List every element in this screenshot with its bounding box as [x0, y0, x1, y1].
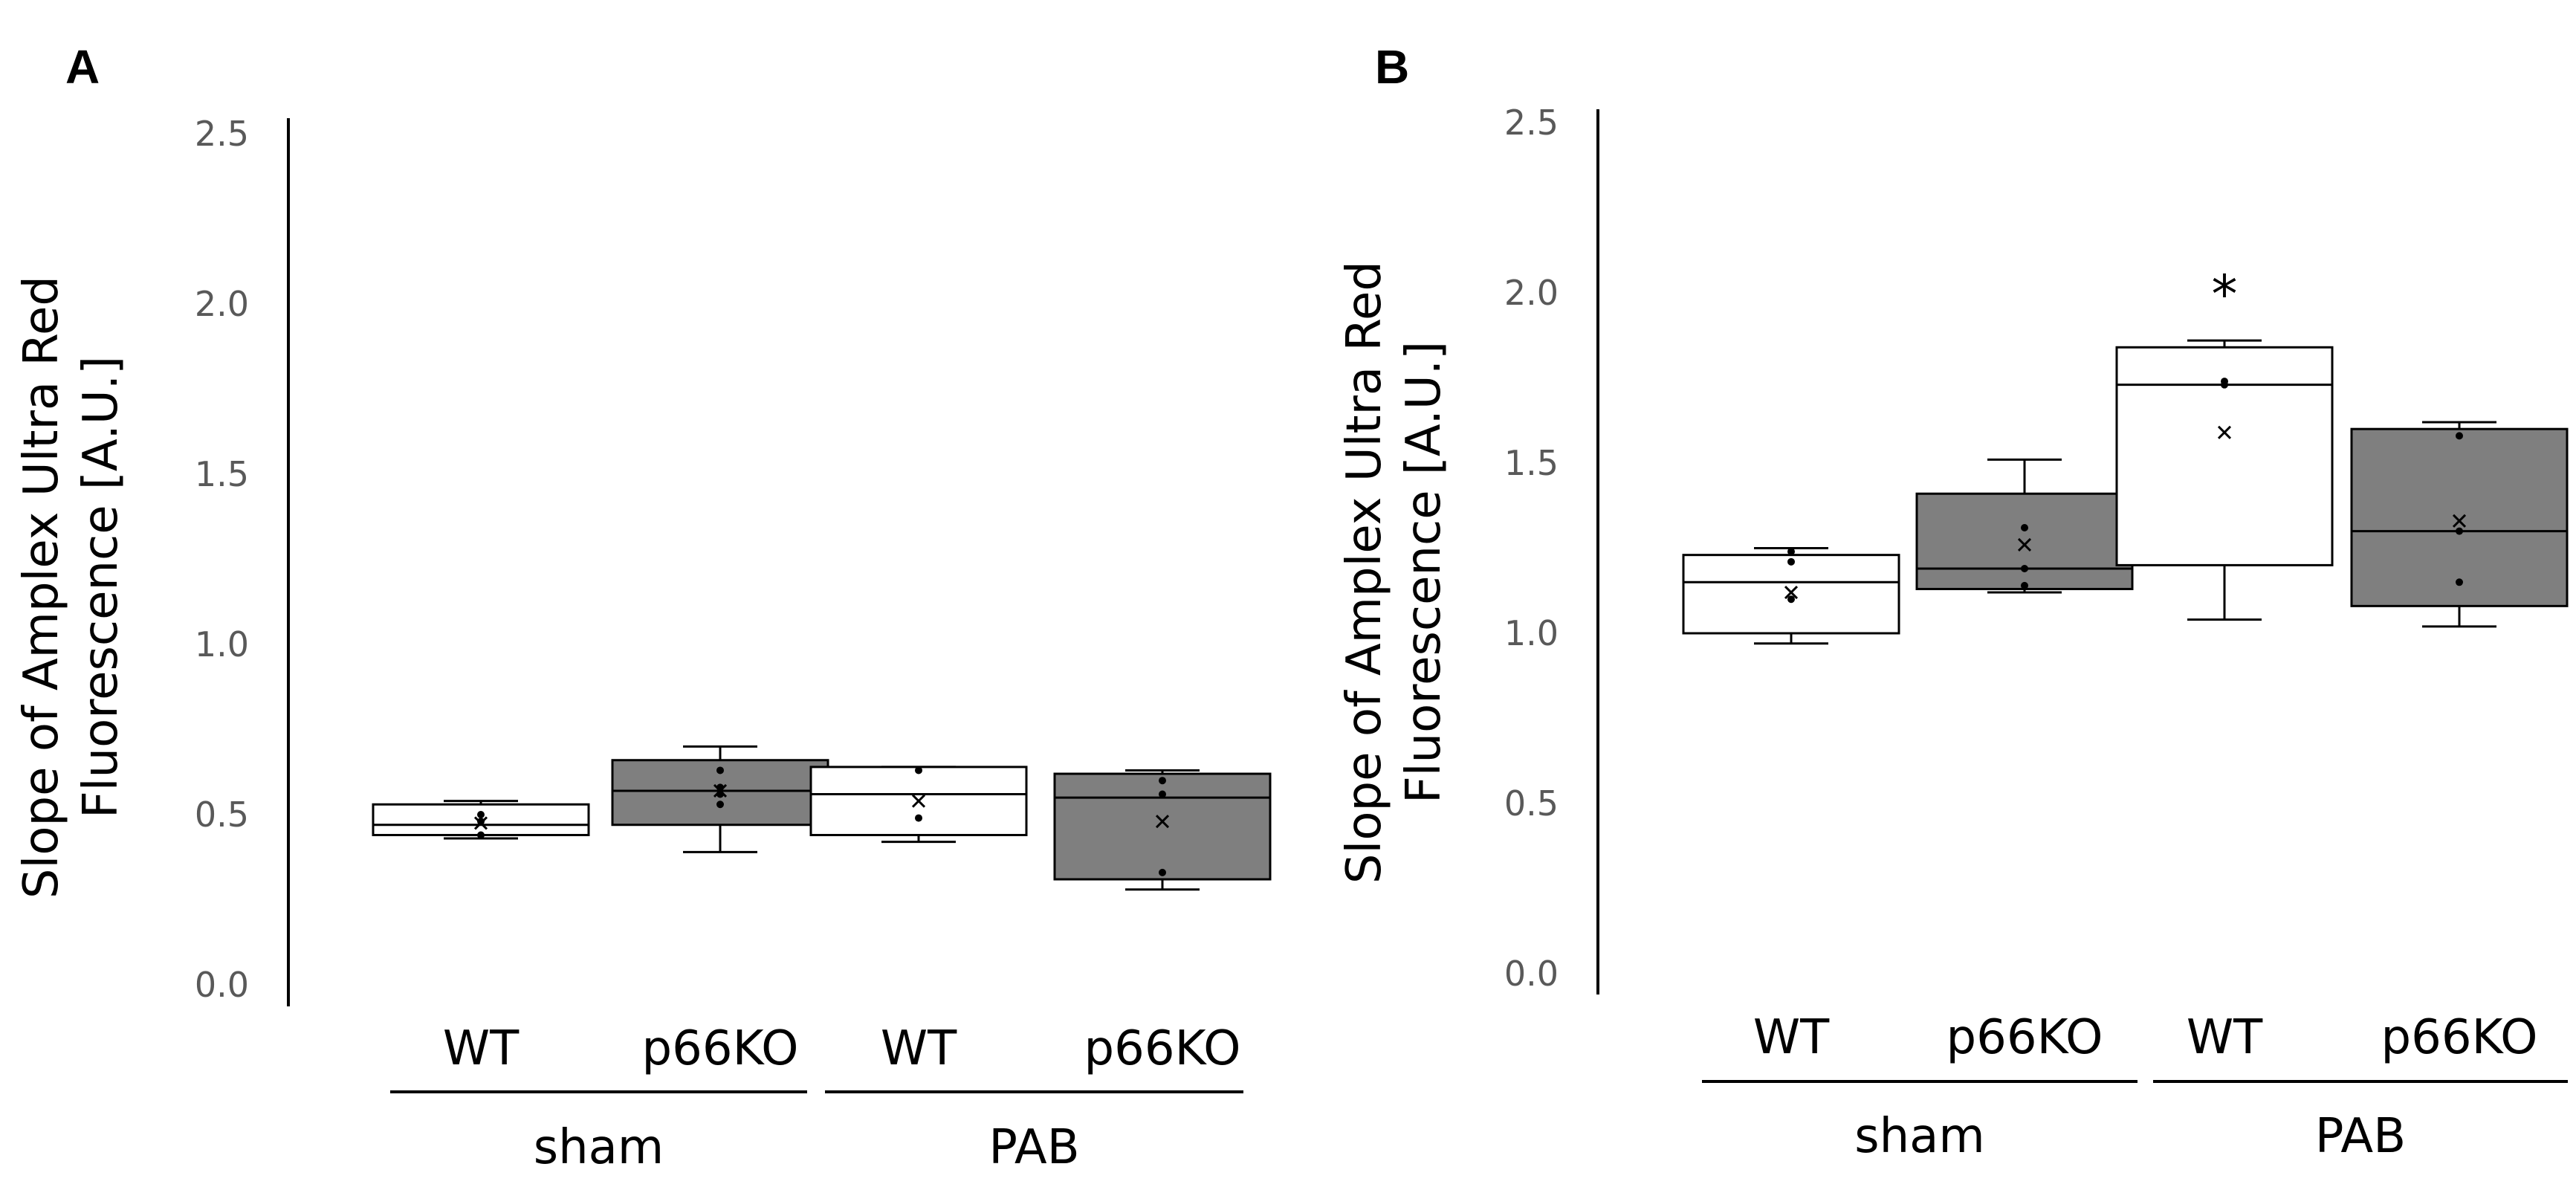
panel-b: B Slope of Amplex Ultra Red Fluorescence… [1337, 40, 2569, 1164]
box-sham-wt [1682, 547, 1900, 645]
mean-marker-stroke [2452, 514, 2467, 528]
panel-label-b: B [1375, 40, 1409, 94]
y-tick-label: 1.0 [1504, 613, 1559, 653]
data-point [2021, 581, 2028, 589]
y-axis-label-line2: Fluorescence [A.U.] [1397, 341, 1452, 803]
y-tick-label: 0.5 [1504, 783, 1559, 824]
data-point [915, 766, 922, 774]
y-axis-label-a: Slope of Amplex Ultra Red Fluorescence [… [14, 276, 129, 899]
data-point [1159, 790, 1166, 798]
mean-marker [2217, 425, 2232, 439]
data-point [716, 801, 724, 809]
y-axis-label-b: Slope of Amplex Ultra Red Fluorescence [… [1337, 261, 1452, 884]
boxes-a [372, 745, 1272, 891]
category-label: WT [1753, 1010, 1830, 1065]
mean-marker [1155, 815, 1170, 829]
mean-marker-stroke [2017, 537, 2032, 552]
panel-a: A Slope of Amplex Ultra Red Fluorescence… [14, 40, 1272, 1175]
y-tick-label: 2.0 [195, 284, 249, 324]
data-point [477, 811, 485, 818]
data-point [1787, 557, 1795, 566]
box-iqr [2350, 427, 2569, 607]
data-point [1159, 777, 1166, 785]
group-label: sham [534, 1120, 664, 1175]
mean-marker [473, 816, 488, 830]
category-label: p66KO [1084, 1021, 1241, 1076]
box-sham-p66ko [611, 745, 829, 853]
category-label: WT [443, 1021, 520, 1076]
y-axis-label-line2: Fluorescence [A.U.] [74, 356, 129, 818]
group-label: sham [1854, 1109, 1984, 1164]
data-point [2021, 524, 2028, 532]
y-axis-label-line1: Slope of Amplex Ultra Red [14, 276, 69, 899]
data-point [477, 831, 485, 839]
box-sham-p66ko [1915, 458, 2134, 594]
y-tick-label: 0.0 [1504, 954, 1559, 994]
boxes-b: * [1682, 264, 2569, 645]
group-label: PAB [988, 1120, 1079, 1175]
mean-marker [2017, 537, 2032, 552]
y-tick-labels-a: 0.0 0.5 1.0 1.5 2.0 2.5 [195, 114, 249, 1005]
mean-marker-stroke [713, 783, 728, 798]
mean-marker-stroke [1784, 585, 1799, 600]
mean-marker [2452, 514, 2467, 528]
group-label: PAB [2315, 1109, 2406, 1164]
y-tick-label: 2.5 [1504, 103, 1559, 143]
y-tick-label: 0.5 [195, 795, 249, 835]
box-sham-wt [372, 800, 590, 840]
category-label: p66KO [2381, 1010, 2538, 1065]
mean-marker [1784, 585, 1799, 600]
significance-marker: * [2212, 264, 2238, 325]
data-point [2021, 564, 2028, 572]
mean-marker-stroke [473, 816, 488, 830]
data-point [915, 814, 922, 822]
data-point [1159, 868, 1166, 876]
box-iqr [1682, 554, 1900, 635]
data-point [716, 766, 724, 774]
data-point [477, 818, 485, 826]
category-labels-b: WT p66KO sham WT p66KO PAB [1702, 1010, 2568, 1164]
box-iqr [1915, 492, 2134, 590]
y-tick-label: 1.0 [195, 624, 249, 664]
box-PAB-wt [809, 766, 1028, 844]
category-label: WT [2187, 1010, 2263, 1065]
y-tick-label: 0.0 [195, 965, 249, 1005]
box-iqr [1053, 772, 1272, 881]
y-axis-label-line1: Slope of Amplex Ultra Red [1337, 261, 1392, 884]
mean-marker [713, 783, 728, 798]
mean-marker-stroke [911, 794, 926, 808]
box-PAB-p66ko [1053, 769, 1272, 891]
data-point [1787, 548, 1795, 556]
data-point [2456, 578, 2463, 586]
data-point [2221, 378, 2228, 386]
mean-marker [911, 794, 926, 808]
y-tick-labels-b: 0.0 0.5 1.0 1.5 2.0 2.5 [1504, 103, 1559, 994]
box-PAB-p66ko [2350, 421, 2569, 628]
category-label: p66KO [642, 1021, 799, 1076]
data-point [1787, 595, 1795, 604]
y-tick-label: 1.5 [1504, 443, 1559, 483]
mean-marker-stroke [1155, 815, 1170, 829]
category-label: WT [881, 1021, 957, 1076]
data-point [2456, 432, 2463, 440]
box-PAB-wt: * [2115, 264, 2334, 621]
mean-marker-stroke [2217, 425, 2232, 439]
panel-label-a: A [65, 40, 100, 94]
data-point [2456, 527, 2463, 535]
category-label: p66KO [1946, 1010, 2103, 1065]
y-tick-label: 2.5 [195, 114, 249, 154]
y-tick-label: 1.5 [195, 454, 249, 494]
y-tick-label: 2.0 [1504, 273, 1559, 313]
